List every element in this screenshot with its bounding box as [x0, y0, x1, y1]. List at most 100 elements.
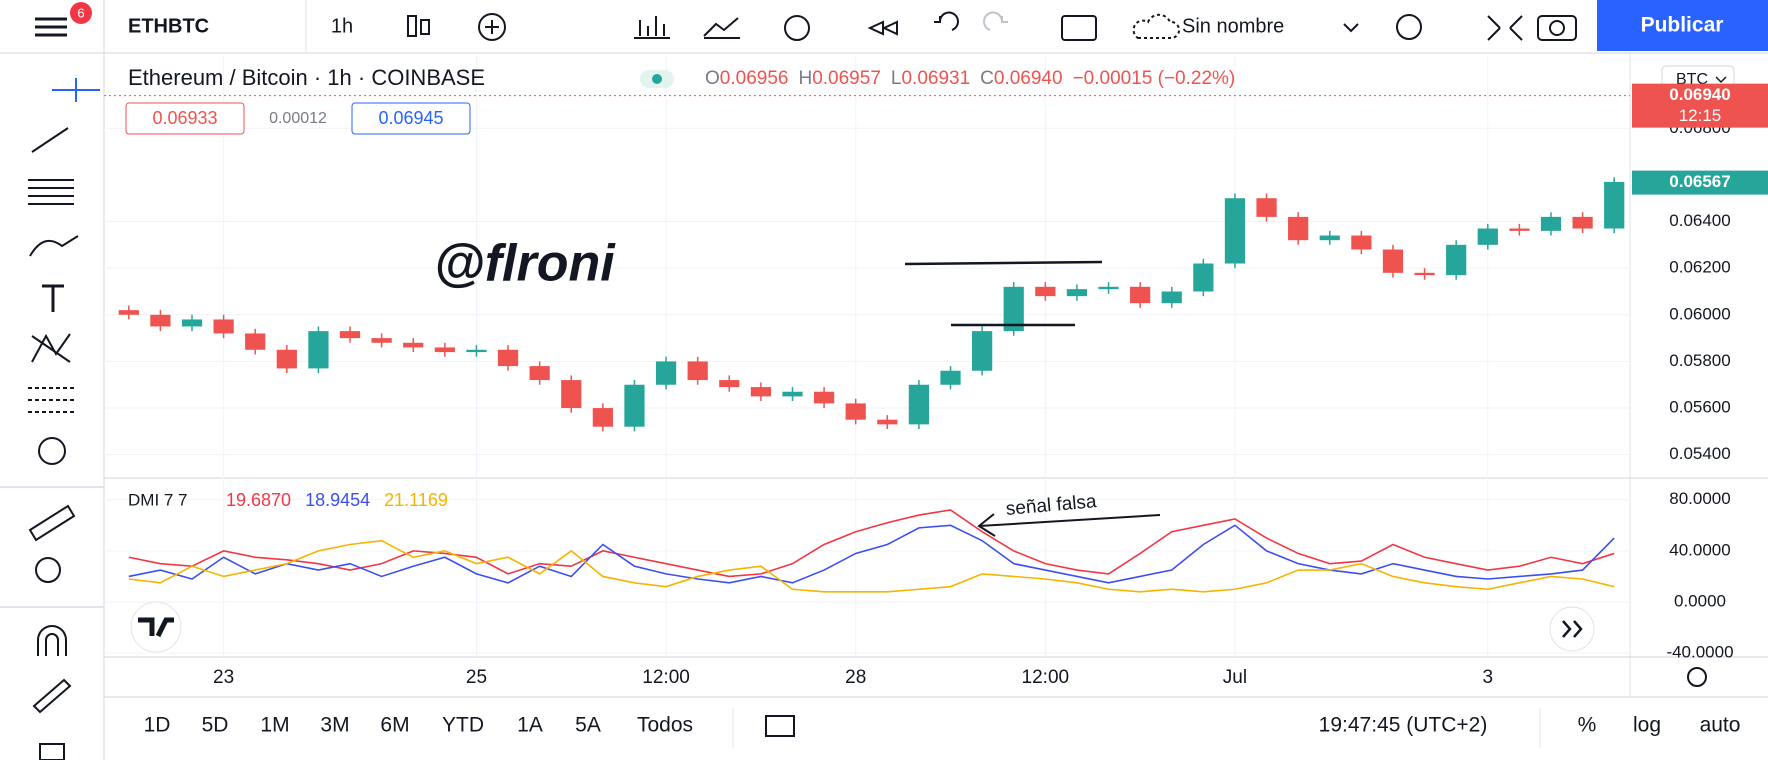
- spread: 0.00012: [269, 110, 327, 127]
- compare-icon[interactable]: [634, 16, 670, 39]
- x-tick-label: 12:00: [1022, 667, 1070, 688]
- range-button[interactable]: 5A: [575, 714, 601, 737]
- candle-body: [245, 333, 266, 350]
- undo-icon[interactable]: [934, 11, 959, 31]
- candle-body: [687, 361, 708, 381]
- range-button[interactable]: YTD: [442, 714, 484, 737]
- date-range-icon[interactable]: [765, 715, 795, 737]
- ohlc-key: C: [980, 68, 994, 89]
- cloud-icon[interactable]: [1132, 13, 1181, 39]
- candle-body: [1477, 228, 1498, 245]
- indicators-icon[interactable]: [478, 13, 506, 41]
- chart-type-icon[interactable]: [407, 15, 417, 37]
- range-button[interactable]: 6M: [380, 714, 409, 737]
- scroll-arrows: [1562, 620, 1583, 638]
- scale-button[interactable]: log: [1633, 714, 1661, 737]
- y-tick-label: 0.06200: [1669, 258, 1730, 277]
- scale-button[interactable]: auto: [1700, 714, 1741, 737]
- candle-body: [655, 361, 677, 385]
- candle-body: [1351, 235, 1372, 250]
- lens: [1549, 20, 1565, 36]
- dropdown-arrow[interactable]: [1343, 23, 1359, 33]
- x-tick-label: 23: [213, 667, 234, 688]
- tv-logo[interactable]: [130, 601, 182, 653]
- menu-button[interactable]: [35, 17, 67, 37]
- ohlc-key: O: [705, 68, 720, 89]
- screenshot-icon[interactable]: [1537, 15, 1577, 41]
- ohlc-key: L: [891, 68, 902, 89]
- candle-body: [181, 319, 203, 327]
- candle-body: [213, 319, 234, 334]
- crosshair-tool[interactable]: [52, 78, 100, 102]
- watermark: @flroni: [434, 235, 616, 293]
- layout-icon[interactable]: [1061, 15, 1097, 41]
- fib-tool[interactable]: [28, 179, 74, 205]
- change: −0.00015 (−0.22%): [1073, 68, 1236, 89]
- scale-button[interactable]: %: [1578, 714, 1597, 737]
- candle-body: [1288, 216, 1309, 241]
- candle-body: [1540, 216, 1562, 231]
- candle-body: [624, 384, 645, 427]
- candle-body: [497, 349, 519, 367]
- candle-body: [972, 331, 993, 371]
- lock-drawing-tool[interactable]: [32, 678, 72, 714]
- brush-tool[interactable]: [29, 235, 79, 257]
- templates-icon[interactable]: [703, 17, 740, 39]
- candle-body: [1003, 286, 1024, 332]
- zoom-tool[interactable]: [35, 557, 61, 583]
- range-button[interactable]: 1D: [144, 714, 171, 737]
- candle-body: [1604, 181, 1625, 229]
- buy-box[interactable]: [351, 102, 471, 135]
- fullscreen-icon[interactable]: [1487, 15, 1523, 41]
- dmi-line: [128, 509, 1615, 578]
- candle-body: [466, 349, 487, 353]
- layout-name[interactable]: Sin nombre: [1182, 15, 1284, 37]
- candle-body: [845, 403, 866, 420]
- symbol[interactable]: ETHBTC: [128, 15, 209, 37]
- alert-icon[interactable]: [784, 15, 810, 41]
- candle-body: [1224, 198, 1246, 264]
- candle-body: [1414, 272, 1435, 276]
- range-button[interactable]: 1A: [517, 714, 543, 737]
- scroll-button[interactable]: [1549, 606, 1595, 652]
- dmi-title: DMI 7 7: [128, 490, 188, 509]
- range-button[interactable]: 5D: [202, 714, 229, 737]
- sell-price[interactable]: 0.06933: [152, 108, 217, 128]
- y-tick-label: 0.05600: [1669, 398, 1730, 417]
- settings-icon[interactable]: [1396, 14, 1422, 40]
- chart-type-icon-b[interactable]: [420, 19, 430, 35]
- axis-settings[interactable]: [1687, 667, 1707, 687]
- ohlc-value: 0.06957: [812, 68, 881, 89]
- pattern-tool[interactable]: [31, 333, 71, 363]
- redo-icon[interactable]: [983, 11, 1008, 31]
- candle-body: [150, 314, 171, 327]
- price-label-box: [1632, 170, 1768, 195]
- ruler-tool[interactable]: [28, 504, 76, 542]
- sell-box[interactable]: [125, 102, 245, 135]
- range-button[interactable]: Todos: [637, 714, 693, 737]
- price-label-box: [1632, 83, 1768, 128]
- resistance-drawing: [904, 260, 1103, 266]
- trend-line-tool[interactable]: [31, 127, 69, 153]
- y-tick-label: -40.0000: [1666, 643, 1733, 662]
- magnet-tool[interactable]: [37, 625, 67, 656]
- badge-count: 6: [77, 5, 84, 20]
- buy-price[interactable]: 0.06945: [378, 108, 443, 128]
- text-tool[interactable]: [42, 284, 64, 312]
- lock-tool[interactable]: [39, 743, 65, 760]
- candle-body: [1098, 286, 1119, 290]
- clock[interactable]: 19:47:45 (UTC+2): [1319, 714, 1488, 737]
- interval[interactable]: 1h: [331, 15, 353, 37]
- replay-icon[interactable]: [867, 20, 898, 36]
- publish-label[interactable]: Publicar: [1641, 14, 1724, 37]
- annotation-arrow: [977, 513, 1161, 537]
- icon-tool[interactable]: [38, 437, 66, 465]
- candle-body: [1161, 291, 1182, 304]
- publish-button[interactable]: [1597, 0, 1768, 51]
- candle-body: [1382, 249, 1404, 273]
- range-button[interactable]: 1M: [260, 714, 289, 737]
- prediction-tool[interactable]: [28, 387, 74, 413]
- market-open-dot: [652, 74, 662, 84]
- candle-body: [339, 331, 361, 339]
- range-button[interactable]: 3M: [320, 714, 349, 737]
